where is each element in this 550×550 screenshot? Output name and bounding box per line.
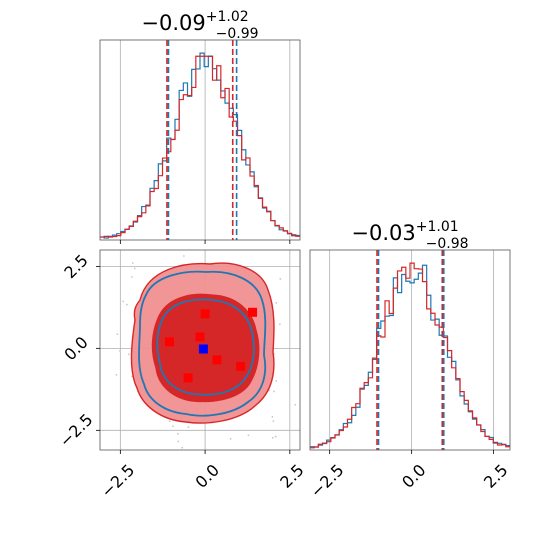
hist-y-title-upper: +1.01 — [416, 219, 459, 235]
red-square-marker — [212, 355, 222, 365]
hist-y-x-tick-label: 0.0 — [398, 460, 429, 491]
contour-y-tick-label: 0.0 — [60, 333, 91, 364]
hist-y-quantile-lines — [376, 250, 445, 450]
scatter-point — [182, 255, 185, 257]
scatter-point — [271, 436, 274, 439]
hist-x-blue-steps — [100, 52, 300, 239]
contour-y-tick-label: 2.5 — [60, 251, 91, 282]
scatter-point — [177, 432, 179, 435]
hist-x-title-lower: −0.99 — [216, 26, 259, 42]
red-square-marker — [248, 307, 258, 317]
hist-y-title: −0.03+1.01 −0.98 — [351, 219, 468, 252]
panel-contour: −2.5 0.0 2.5 −2.5 0.0 2.5 — [38, 232, 329, 501]
hist-x-title-main: −0.09 — [141, 11, 205, 35]
hist-x-quantile-lines — [166, 40, 238, 240]
scatter-point — [327, 354, 329, 356]
scatter-point — [119, 349, 121, 352]
red-square-marker — [183, 373, 193, 383]
scatter-point — [115, 373, 118, 376]
scatter-point — [273, 390, 275, 393]
hist-x-ticks — [119, 240, 291, 244]
panel-hist-x: −0.09+1.02 −0.99 — [99, 9, 301, 244]
hist-y-series — [310, 262, 510, 449]
scatter-point — [177, 440, 180, 443]
scatter-point — [127, 353, 130, 356]
panel-hist-y: −2.5 0.0 2.5 −0.03+1.01 −0.98 — [307, 219, 512, 501]
contour-y-tick-label: −2.5 — [56, 410, 97, 451]
contour-blue-lines — [138, 270, 267, 417]
hist-x-title: −0.09+1.02 −0.99 — [141, 9, 258, 42]
scatter-point — [38, 439, 40, 441]
scatter-point — [247, 434, 250, 437]
contour-markers — [164, 307, 258, 383]
scatter-point — [294, 403, 297, 406]
scatter-point — [275, 380, 278, 382]
scatter-point — [168, 420, 171, 423]
hist-x-series — [100, 52, 300, 239]
scatter-point — [215, 232, 217, 234]
scatter-point — [131, 262, 134, 264]
hist-x-red-steps — [100, 55, 300, 238]
contour-blue-outer-line — [138, 270, 267, 417]
hist-y-frame — [309, 249, 511, 451]
scatter-point — [274, 435, 277, 438]
hist-y-grid — [329, 250, 495, 450]
contour-x-tick-label: 2.5 — [276, 460, 307, 491]
scatter-point — [272, 420, 275, 423]
scatter-point — [133, 267, 136, 270]
blue-square-marker — [198, 344, 208, 354]
hist-x-title-upper: +1.02 — [206, 9, 249, 25]
scatter-point — [99, 479, 101, 481]
hist-y-x-tick-label: 2.5 — [480, 460, 511, 491]
scatter-point — [125, 303, 128, 306]
scatter-point — [187, 426, 190, 428]
scatter-point — [130, 276, 133, 278]
red-square-marker — [200, 309, 210, 319]
contour-x-tick-label: −2.5 — [97, 460, 138, 501]
hist-y-title-main: −0.03 — [351, 221, 415, 245]
hist-y-blue-steps — [310, 264, 510, 448]
scatter-point — [279, 278, 282, 280]
hist-y-title-lower: −0.98 — [426, 236, 469, 252]
scatter-point — [271, 415, 274, 418]
scatter-point — [279, 323, 281, 326]
scatter-point — [116, 333, 119, 335]
hist-x-frame — [99, 39, 301, 241]
scatter-point — [122, 300, 125, 303]
hist-x-grid — [119, 40, 291, 240]
contour-x-tick-label: 0.0 — [192, 460, 223, 491]
scatter-point — [171, 425, 174, 428]
scatter-point — [275, 302, 278, 304]
red-square-marker — [236, 361, 246, 371]
hist-y-x-tick-label: −2.5 — [307, 460, 348, 501]
hist-y-ticks: −2.5 0.0 2.5 — [307, 450, 511, 501]
red-square-marker — [164, 337, 174, 347]
red-square-marker — [195, 332, 205, 342]
scatter-point — [181, 446, 184, 449]
contour-frame — [99, 249, 301, 451]
scatter-point — [229, 437, 232, 440]
hist-y-red-steps — [310, 262, 510, 449]
contour-blue-inner-line — [156, 298, 255, 396]
